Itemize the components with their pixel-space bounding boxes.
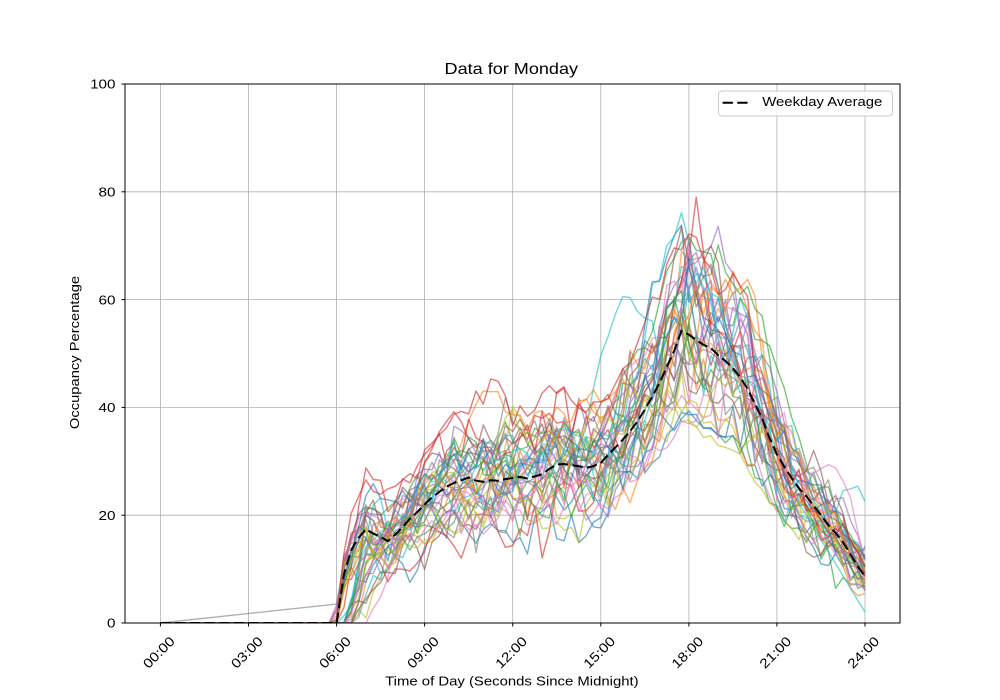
svg-text:Data for Monday: Data for Monday — [445, 61, 579, 78]
svg-text:80: 80 — [99, 185, 116, 200]
svg-text:20: 20 — [99, 508, 116, 523]
svg-text:Occupancy Percentage: Occupancy Percentage — [67, 276, 82, 429]
svg-text:60: 60 — [99, 292, 116, 307]
svg-text:40: 40 — [99, 400, 116, 415]
svg-text:Time of Day (Seconds Since Mid: Time of Day (Seconds Since Midnight) — [385, 673, 639, 688]
svg-text:Weekday Average: Weekday Average — [762, 94, 882, 109]
svg-text:0: 0 — [107, 616, 116, 631]
svg-text:100: 100 — [90, 77, 115, 92]
